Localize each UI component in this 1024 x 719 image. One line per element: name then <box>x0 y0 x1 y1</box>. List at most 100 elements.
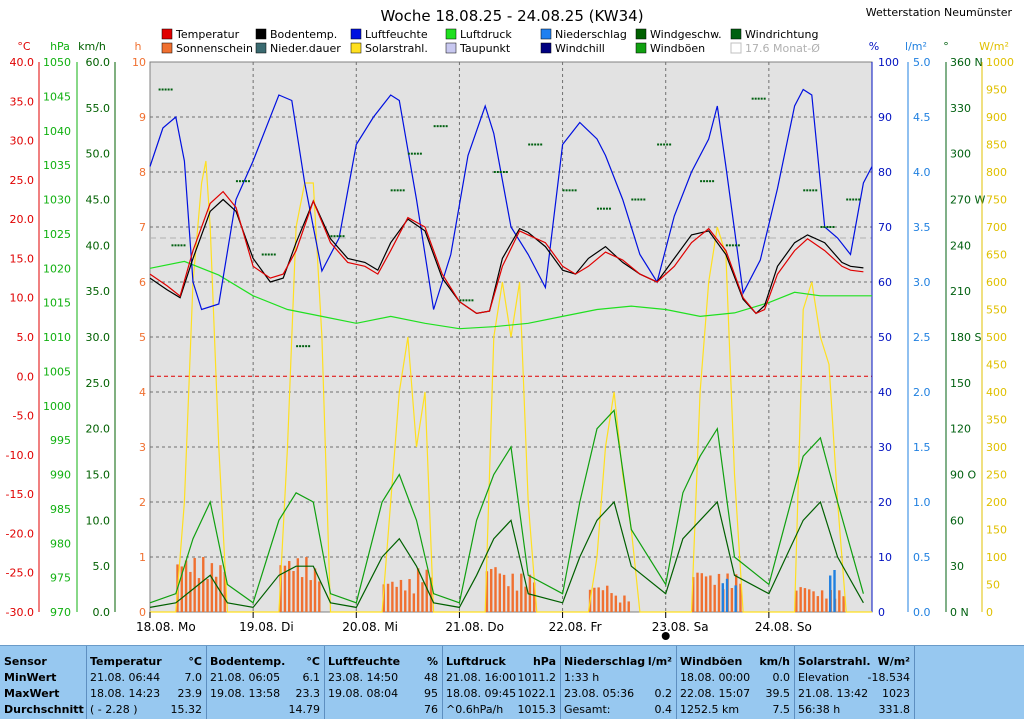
direction-axis-tick: 180 S <box>950 331 981 344</box>
wind-direction-dot <box>734 244 737 247</box>
pressure-axis-tick: 1035 <box>43 159 71 172</box>
solar-axis-tick: 200 <box>986 496 1007 509</box>
wind-direction-dot <box>728 244 731 247</box>
stats-column: Niederschlag l/m² 1:33 h 23.08. 05:36 0.2 Ges… <box>560 646 677 719</box>
axis-unit: km/h <box>78 40 106 53</box>
stats-row: Elevation -18.534 <box>798 671 910 684</box>
solar-axis-tick: 850 <box>986 139 1007 152</box>
wind-direction-dot <box>502 171 505 173</box>
legend-label: Solarstrahl. <box>365 42 428 55</box>
pressure-axis-tick: 1000 <box>43 400 71 413</box>
solar-axis-tick: 100 <box>986 551 1007 564</box>
wind-direction-dot <box>562 189 565 192</box>
pressure-axis-tick: 975 <box>50 572 71 585</box>
stats-column: Temperatur °C 21.08. 06:44 7.0 18.08. 14:23 2… <box>86 646 207 719</box>
wind-direction-dot <box>299 345 302 348</box>
sunshine-bar <box>412 593 416 612</box>
rain-axis-tick: 0.0 <box>913 606 931 619</box>
solar-axis-tick: 950 <box>986 84 1007 97</box>
wind-direction-dot <box>333 235 336 238</box>
stats-row: 19.08. 08:04 95 <box>328 687 438 700</box>
legend-label: Taupunkt <box>459 42 511 55</box>
series-windgeschw <box>149 500 864 609</box>
wind-direction-dot <box>666 143 669 146</box>
wind-direction-dot <box>161 88 164 91</box>
wind-direction-dot <box>336 235 339 238</box>
legend-label: 17.6 Monat-Ø <box>745 42 820 55</box>
wind-direction-dot <box>330 235 333 238</box>
wind-direction-dot <box>571 189 574 192</box>
wind-direction-dot <box>267 253 270 256</box>
rain-bar <box>725 578 729 612</box>
hours-axis-tick: 8 <box>139 166 146 179</box>
wind-direction-dot <box>413 152 416 155</box>
stats-row: 23.08. 14:50 48 <box>328 671 438 684</box>
wind-direction-dot <box>812 189 815 192</box>
wind-direction-dot <box>342 235 345 238</box>
solar-axis-tick: 400 <box>986 386 1007 399</box>
stats-column: Solarstrahl. W/m² Elevation -18.534 21.08. 1… <box>794 646 915 719</box>
sunshine-bar <box>305 557 308 612</box>
series-windben <box>149 408 864 604</box>
wind-direction-dot <box>296 345 299 348</box>
sunshine-bar <box>692 577 695 612</box>
wind-direction-dot <box>528 143 531 146</box>
axis-unit: W/m² <box>979 40 1009 53</box>
stats-column: Luftfeuchte% 23.08. 14:50 48 19.08. 08:04 95… <box>324 646 443 719</box>
solar-axis-tick: 800 <box>986 166 1007 179</box>
stats-column: Luftdruck hPa 21.08. 16:00 1011.2 18.08. 09:… <box>442 646 561 719</box>
sunshine-bar <box>425 569 428 612</box>
stats-header: Windböen km/h <box>680 655 790 668</box>
sunshine-bar <box>704 576 708 612</box>
stats-row: 22.08. 15:07 39.5 <box>680 687 790 700</box>
day-label: 20.08. Mi <box>342 620 398 634</box>
wind-axis-tick: 50.0 <box>86 148 111 161</box>
wind-direction-dot <box>416 152 419 155</box>
stats-header: Temperatur °C <box>90 655 202 668</box>
temp-axis-tick: 5.0 <box>17 331 35 344</box>
wind-direction-dot <box>852 198 855 201</box>
rain-bar <box>734 585 737 612</box>
legend-label: Bodentemp. <box>270 28 337 41</box>
wind-direction-dot <box>640 198 643 201</box>
sunshine-bar <box>597 587 600 612</box>
pressure-axis-tick: 1050 <box>43 56 71 69</box>
rain-axis-tick: 5.0 <box>913 56 931 69</box>
pressure-axis-tick: 1040 <box>43 125 71 138</box>
stats-row: 21.08. 06:44 7.0 <box>90 671 202 684</box>
sunshine-bar <box>300 577 304 612</box>
rain-axis-tick: 0.5 <box>913 551 931 564</box>
legend-label: Sonnenschein <box>176 42 253 55</box>
axis-unit: l/m² <box>905 40 927 53</box>
pressure-axis-tick: 1030 <box>43 194 71 207</box>
wind-direction-dot <box>858 198 861 201</box>
temp-axis-tick: 0.0 <box>17 370 35 383</box>
stats-header: Luftdruck hPa <box>446 655 556 668</box>
wind-direction-dot <box>305 345 308 348</box>
wind-axis-tick: 45.0 <box>86 194 111 207</box>
wind-axis-tick: 10.0 <box>86 514 111 527</box>
legend-swatch <box>255 42 267 54</box>
direction-axis-tick: 270 W <box>950 194 985 207</box>
wind-axis-tick: 60.0 <box>86 56 111 69</box>
hours-axis-tick: 7 <box>139 221 146 234</box>
rain-bar <box>829 575 832 612</box>
humidity-axis-tick: 60 <box>878 276 892 289</box>
sunshine-bar <box>399 579 403 612</box>
sunshine-bar <box>494 567 497 612</box>
temp-axis-tick: -5.0 <box>13 410 34 423</box>
sunshine-bar <box>515 590 519 612</box>
temp-axis-tick: -30.0 <box>6 606 34 619</box>
solar-axis-tick: 350 <box>986 414 1007 427</box>
weather-chart: Woche 18.08.25 - 24.08.25 (KW34) Wetters… <box>5 6 1014 640</box>
sunshine-bar <box>197 578 201 612</box>
rain-bar <box>833 570 836 612</box>
wind-direction-dot <box>803 189 806 192</box>
sunshine-bar <box>838 590 841 612</box>
sunshine-bar <box>627 601 630 612</box>
wind-direction-dot <box>663 143 666 146</box>
wind-direction-dot <box>608 207 611 210</box>
stats-row: ( - 2.28 ) 15.32 <box>90 703 202 716</box>
legend-label: Windböen <box>650 42 705 55</box>
x-axis: 18.08. Mo 19.08. Di 20.08. Mi 21.08. Do 22.0… <box>136 612 812 640</box>
